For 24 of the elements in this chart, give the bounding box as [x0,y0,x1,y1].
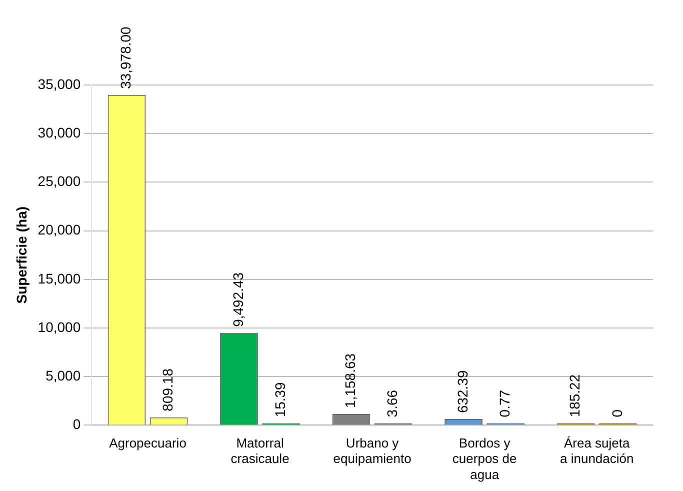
data-label: 0 [608,409,625,418]
x-tick-label: Matorral crasicaule [230,436,290,466]
y-tick-label: 35,000 [38,76,81,92]
y-tick-label: 30,000 [38,124,81,140]
x-tick-label: Bordos y cuerpos de agua [452,436,517,482]
data-label: 632.39 [454,370,470,414]
data-label: 1,158.63 [342,353,358,408]
data-label: 33,978.00 [118,26,134,89]
y-tick-label: 5,000 [46,367,81,384]
x-tick-label: Área sujeta a inundación [560,436,634,466]
y-tick-label: 20,000 [38,222,81,238]
y-tick-label: 25,000 [38,173,81,190]
y-tick-label: 15,000 [38,270,81,286]
y-tick-label: 0 [72,416,81,432]
data-label: 0.77 [496,390,512,418]
data-label: 15.39 [272,382,288,418]
data-label: 9,492.43 [230,272,246,327]
y-tick-label: 10,000 [38,318,81,335]
data-label: 185.22 [566,374,583,418]
y-axis-title: Superficie (ha) [13,206,30,304]
data-label: 3.66 [384,390,400,418]
x-tick-label: Urbano y equipamiento [333,436,412,466]
data-label: 809.18 [160,368,176,412]
x-tick-label: Agropecuario [109,436,186,451]
